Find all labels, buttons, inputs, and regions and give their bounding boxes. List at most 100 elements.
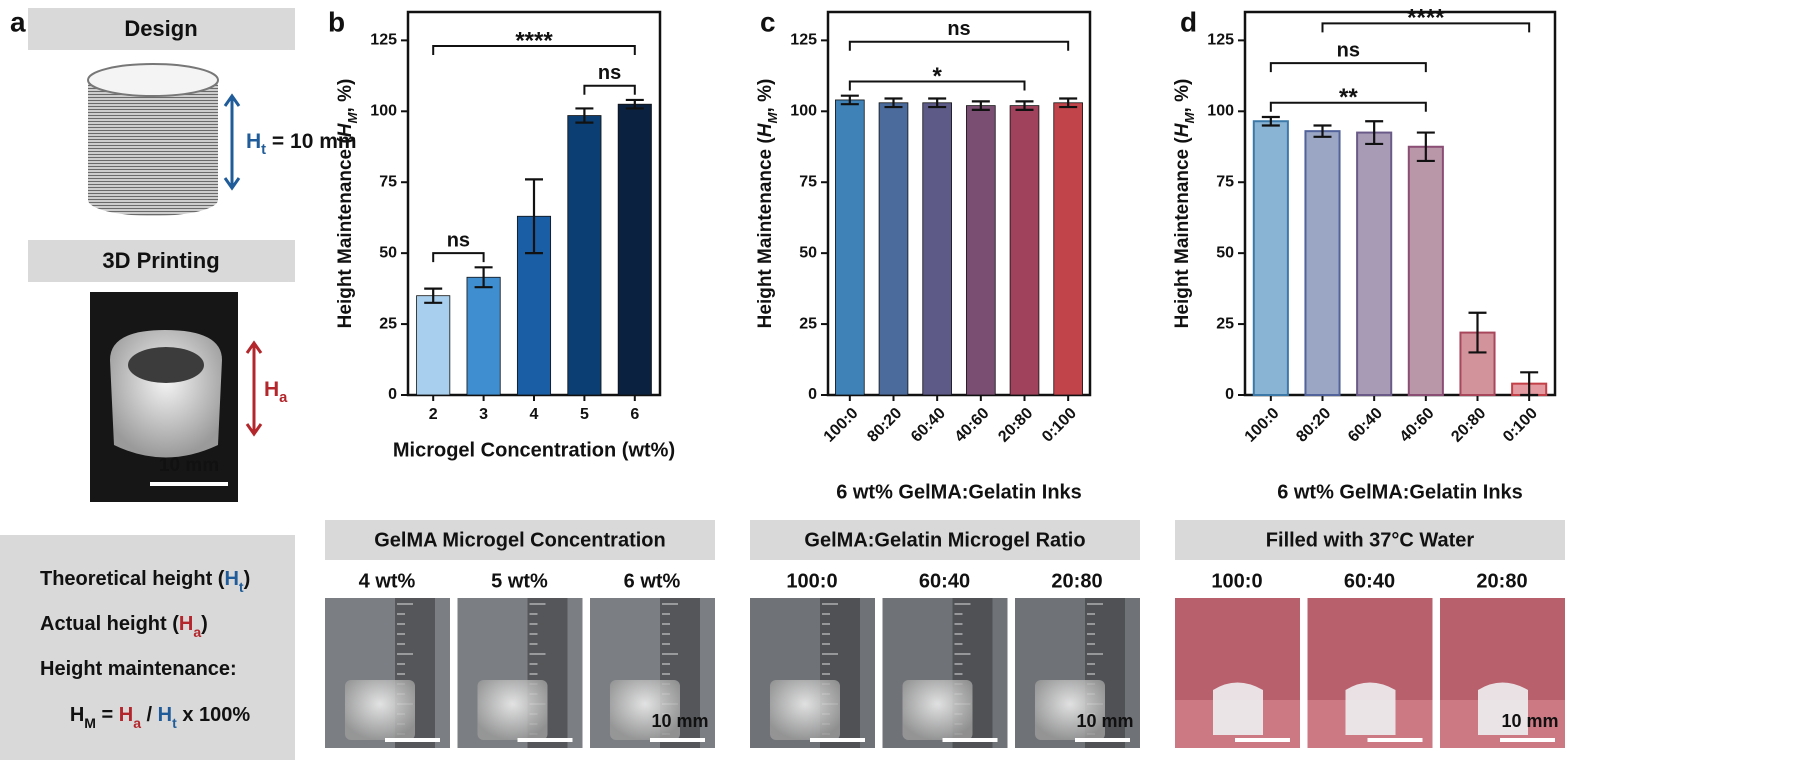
header-title: GelMA Microgel Concentration bbox=[374, 529, 666, 551]
significance-label: **** bbox=[1407, 5, 1445, 32]
text-run: Height Maintenance ( bbox=[1172, 137, 1193, 329]
definition-box bbox=[0, 535, 295, 760]
subscript: M bbox=[345, 112, 360, 124]
photo-label: 20:80 bbox=[1051, 570, 1102, 592]
x-tick-label: 2 bbox=[429, 406, 438, 423]
y-tick-label: 0 bbox=[808, 386, 817, 403]
error-bar bbox=[1416, 131, 1435, 163]
text-run: Theoretical height ( bbox=[40, 568, 225, 590]
text-run: H bbox=[755, 122, 776, 137]
text-run: H bbox=[335, 122, 356, 137]
error-bar bbox=[971, 100, 990, 111]
y-axis-label: Height Maintenance (HM, %) bbox=[755, 79, 780, 329]
text-run: H bbox=[1172, 122, 1193, 137]
x-tick-label: 4 bbox=[530, 406, 539, 423]
y-tick-label: 0 bbox=[388, 386, 397, 403]
subscript: M bbox=[765, 112, 780, 124]
error-bar bbox=[1261, 115, 1280, 127]
gel-sample bbox=[1345, 682, 1396, 735]
x-axis-label: 6 wt% GelMA:Gelatin Inks bbox=[836, 481, 1082, 503]
text-run: = bbox=[96, 704, 119, 726]
x-tick-label: 40:60 bbox=[952, 405, 993, 446]
text-run: ) bbox=[201, 613, 208, 635]
bar bbox=[922, 102, 952, 396]
significance-label: ns bbox=[1337, 39, 1360, 61]
bar bbox=[1053, 102, 1083, 396]
text-run: H bbox=[179, 613, 193, 635]
y-tick-label: 0 bbox=[1225, 386, 1234, 403]
y-tick-label: 100 bbox=[790, 103, 817, 120]
y-tick-label: 125 bbox=[790, 32, 817, 49]
x-tick-label: 6 bbox=[630, 406, 639, 423]
gel-sample bbox=[345, 680, 415, 740]
significance-bracket bbox=[1269, 62, 1427, 73]
text-run: Height maintenance: bbox=[40, 658, 237, 680]
design-label: Ht = 10 mm bbox=[246, 130, 357, 158]
text-run: H bbox=[264, 378, 279, 401]
error-bar bbox=[424, 287, 443, 304]
height-arrow bbox=[245, 340, 263, 437]
header-box bbox=[325, 520, 715, 560]
plot-frame bbox=[1243, 10, 1557, 397]
panel-label: c bbox=[760, 6, 776, 37]
text-run: H bbox=[246, 130, 261, 153]
printed-gel-hole bbox=[128, 347, 204, 383]
x-tick-label: 80:20 bbox=[1293, 405, 1334, 446]
subscript: M bbox=[84, 715, 96, 731]
significance-bracket bbox=[583, 84, 636, 95]
significance-bracket bbox=[432, 252, 485, 263]
x-tick-label: 60:40 bbox=[908, 405, 949, 446]
y-tick-label: 25 bbox=[799, 315, 817, 332]
header-title: Filled with 37°C Water bbox=[1266, 529, 1475, 551]
error-bar bbox=[840, 94, 859, 106]
text-run: H bbox=[70, 704, 84, 726]
header-title: Design bbox=[124, 16, 197, 41]
header-title: GelMA:Gelatin Microgel Ratio bbox=[804, 529, 1085, 551]
scale-bar-label: 10 mm bbox=[159, 455, 219, 476]
significance-label: ** bbox=[1339, 84, 1358, 111]
subscript: t bbox=[172, 715, 177, 731]
x-tick-label: 20:80 bbox=[995, 405, 1036, 446]
gel-sample bbox=[610, 680, 680, 740]
scale-bar-label: 10 mm bbox=[1501, 711, 1558, 731]
bar bbox=[1252, 120, 1289, 397]
panel-label: d bbox=[1180, 6, 1197, 37]
photo-label: 60:40 bbox=[1344, 570, 1395, 592]
photo-label: 60:40 bbox=[919, 570, 970, 592]
text-run: / bbox=[141, 704, 158, 726]
definition: Actual height (Ha) bbox=[40, 613, 208, 639]
text-run: Height Maintenance ( bbox=[335, 137, 356, 329]
error-bar bbox=[1015, 100, 1034, 111]
definition: HM = Ha / Ht x 100% bbox=[70, 704, 251, 730]
definition: Theoretical height (Ht) bbox=[40, 568, 250, 594]
photo-label: 100:0 bbox=[786, 570, 837, 592]
photo-label: 100:0 bbox=[1211, 570, 1262, 592]
significance-label: **** bbox=[515, 27, 553, 54]
significance-bracket bbox=[432, 45, 636, 56]
y-tick-label: 50 bbox=[379, 244, 397, 261]
photo-label: 20:80 bbox=[1476, 570, 1527, 592]
y-tick-label: 125 bbox=[1207, 32, 1234, 49]
text-run: Height Maintenance ( bbox=[755, 137, 776, 329]
x-axis-label: Microgel Concentration (wt%) bbox=[393, 439, 675, 461]
y-tick-label: 25 bbox=[1216, 315, 1234, 332]
photo-label: 6 wt% bbox=[624, 570, 681, 592]
x-axis-label: 6 wt% GelMA:Gelatin Inks bbox=[1277, 481, 1523, 503]
bar bbox=[1356, 131, 1393, 397]
subscript: t bbox=[239, 579, 244, 595]
text-run: Actual height ( bbox=[40, 613, 179, 635]
header-box bbox=[28, 240, 295, 282]
subscript: a bbox=[193, 624, 201, 640]
y-tick-label: 25 bbox=[379, 315, 397, 332]
text-run: = 10 mm bbox=[266, 130, 356, 153]
significance-label: ns bbox=[598, 62, 621, 84]
y-tick-label: 100 bbox=[1207, 103, 1234, 120]
significance-label: * bbox=[932, 63, 942, 90]
error-bar bbox=[625, 98, 644, 110]
significance-bracket bbox=[1269, 101, 1427, 112]
x-tick-label: 0:100 bbox=[1500, 405, 1541, 446]
text-run: , %) bbox=[755, 79, 776, 113]
x-tick-label: 100:0 bbox=[821, 405, 862, 446]
y-tick-label: 50 bbox=[799, 244, 817, 261]
y-tick-label: 50 bbox=[1216, 244, 1234, 261]
